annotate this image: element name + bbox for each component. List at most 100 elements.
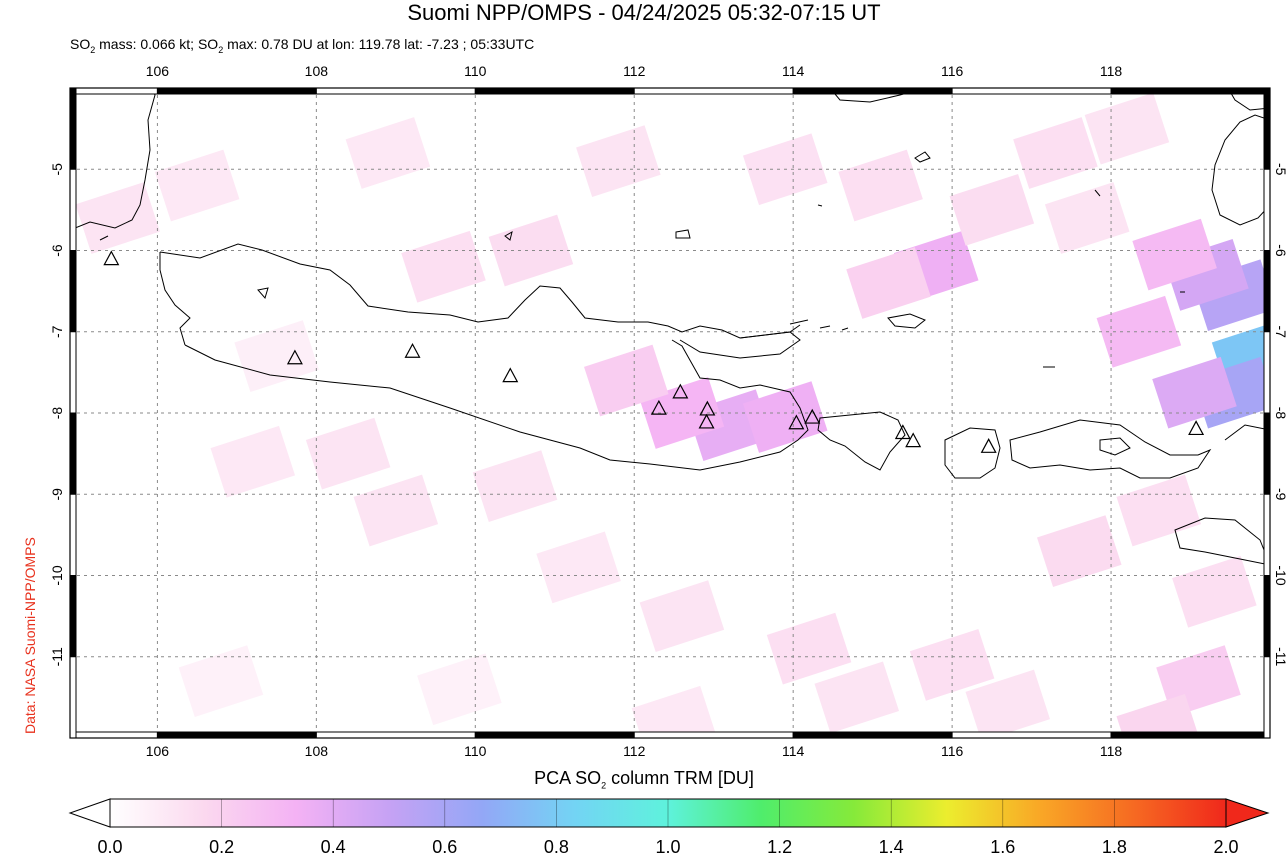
lon-tick-label-top: 116	[941, 63, 964, 79]
frame-segment-bottom	[1110, 731, 1271, 739]
frame-segment-top	[1110, 87, 1271, 95]
frame-segment-right	[1263, 168, 1271, 251]
frame-segment-bottom	[156, 731, 317, 739]
so2-pixel	[488, 214, 574, 287]
frame-segment-left	[69, 656, 77, 739]
lat-tick-label-left: -9	[49, 488, 65, 501]
lat-tick-label-left: -5	[49, 163, 65, 176]
triangle-icon	[699, 400, 716, 416]
coastline-sumbawa-north	[1099, 437, 1131, 456]
coastline-sumba	[1174, 517, 1270, 566]
so2-pixel	[576, 125, 661, 197]
coastline-lombok	[944, 427, 1001, 479]
triangle-icon	[404, 342, 421, 358]
triangle-icon	[650, 399, 667, 415]
so2-pixel	[1132, 218, 1217, 291]
colorbar-tick-label: 1.6	[990, 837, 1015, 855]
frame-segment-top	[156, 87, 317, 95]
colorbar-tick-label: 1.2	[767, 837, 792, 855]
coastline-kangean	[887, 313, 926, 329]
frame-segment-left	[69, 168, 77, 251]
so2-pixel	[401, 230, 486, 303]
so2-pixel	[536, 531, 621, 604]
lat-tick-label-left: -8	[49, 407, 65, 420]
lon-tick-label-bottom: 114	[782, 743, 805, 759]
graticule	[70, 88, 1270, 738]
coastline-madura	[679, 331, 801, 359]
frame-segment-bottom	[474, 731, 635, 739]
lat-tick-label-left: -11	[49, 647, 65, 666]
lat-tick-label-left: -7	[49, 325, 65, 338]
coastline-sumbawa	[1009, 419, 1212, 479]
triangle-icon	[502, 367, 519, 383]
lat-tick-label-right: -6	[1273, 244, 1288, 257]
so2-pixel	[154, 149, 240, 222]
triangle-icon	[894, 424, 911, 440]
coastline-sulawesi-tip	[1211, 114, 1270, 226]
so2-pixel	[1152, 356, 1237, 429]
frame-segment-left	[69, 250, 77, 333]
coastline-small-islands	[99, 151, 1185, 368]
map-subtitle: SO2 mass: 0.066 kt; SO2 max: 0.78 DU at …	[70, 36, 535, 55]
lon-tick-label-top: 106	[146, 63, 170, 79]
triangle-icon	[286, 349, 303, 365]
frame-segment-top	[633, 87, 794, 95]
colorbar-title: PCA SO2 column TRM [DU]	[534, 768, 754, 791]
frame-segment-right	[1263, 656, 1271, 739]
so2-pixel	[417, 653, 502, 726]
colorbar-tick-label: 0.2	[209, 837, 234, 855]
so2-pixel	[178, 645, 264, 717]
so2-pixel	[766, 612, 852, 685]
coastline-layer	[70, 88, 1270, 566]
so2-pixel	[742, 381, 828, 453]
so2-pixel	[639, 580, 725, 652]
volcano-markers	[103, 250, 1205, 453]
lon-tick-label-bottom: 108	[305, 743, 329, 759]
so2-pixel	[1084, 92, 1170, 165]
colorbar-max-arrow	[1225, 798, 1270, 828]
lat-tick-label-right: -7	[1273, 326, 1288, 339]
lon-tick-label-bottom: 116	[941, 743, 964, 759]
map-title: Suomi NPP/OMPS - 04/24/2025 05:32-07:15 …	[407, 0, 881, 25]
triangle-icon	[1188, 420, 1205, 436]
axis-labels: 106 106 108 108 110 110 112 112 114 114 116 116 118 1…	[49, 63, 1288, 759]
lat-tick-label-right: -11	[1273, 647, 1288, 666]
colorbar-min-arrow	[68, 798, 111, 828]
so2-pixel	[1116, 694, 1202, 738]
lon-tick-label-bottom: 112	[623, 743, 646, 759]
triangle-icon	[672, 383, 689, 399]
lon-tick-label-bottom: 118	[1100, 743, 1123, 759]
so2-pixel	[305, 417, 391, 490]
colorbar-tick-label: 0.0	[97, 837, 122, 855]
colorbar-tick-label: 1.8	[1102, 837, 1127, 855]
lat-tick-label-right: -10	[1273, 565, 1288, 585]
coastline-java-south	[184, 339, 809, 471]
triangle-icon	[905, 432, 922, 448]
lat-tick-label-left: -10	[49, 565, 65, 585]
coastline-karimunjawa	[504, 230, 513, 241]
frame-segment-left	[69, 575, 77, 658]
frame-segment-right	[1263, 87, 1271, 170]
colorbar-tick-label: 1.0	[655, 837, 680, 855]
map-border	[69, 87, 1271, 739]
lon-tick-label-bottom: 110	[464, 743, 487, 759]
colorbar-tick-label: 1.4	[879, 837, 904, 855]
frame-segment-bottom	[633, 731, 794, 739]
coastline-sumatra-tip	[70, 88, 156, 231]
frame-segment-left	[69, 493, 77, 576]
frame-segment-bottom	[315, 731, 476, 739]
so2-pixel	[210, 425, 296, 498]
lat-tick-label-right: -5	[1273, 163, 1288, 176]
coastline-java-west	[159, 252, 191, 346]
lon-tick-label-top: 114	[782, 63, 805, 79]
triangle-icon	[698, 413, 715, 429]
lat-tick-label-left: -6	[49, 244, 65, 257]
so2-pixel	[1172, 555, 1257, 628]
coastline-bawean	[675, 229, 691, 239]
so2-pixel	[1036, 515, 1122, 587]
frame-segment-left	[69, 412, 77, 495]
frame-segment-left	[69, 331, 77, 414]
frame-segment-bottom	[951, 731, 1112, 739]
frame-segment-right	[1263, 250, 1271, 333]
frame-segment-right	[1263, 412, 1271, 495]
